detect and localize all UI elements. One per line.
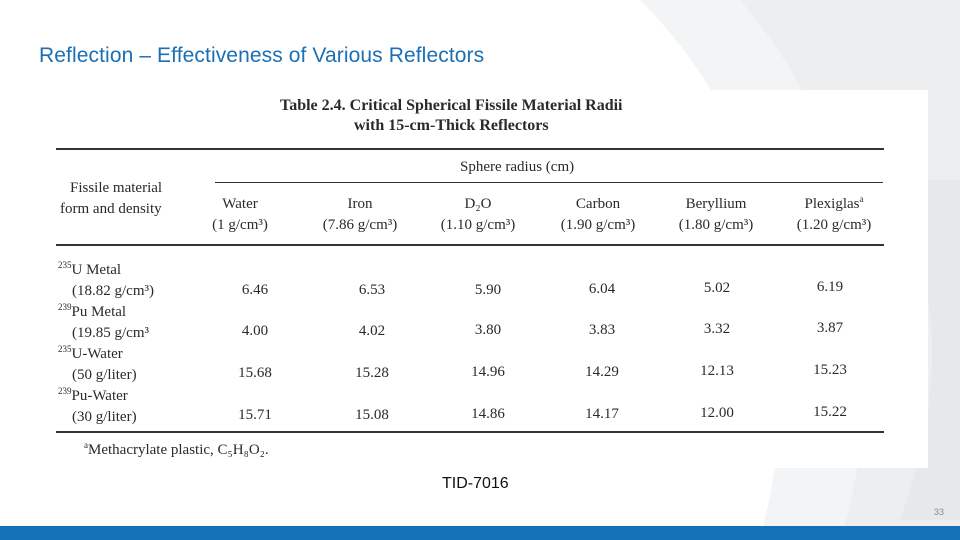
row-label-u-water: 235U-Water (50 g/liter) [58,344,137,386]
table-cell: 14.29 [585,364,619,380]
row-density: (30 g/liter) [72,409,137,425]
table-scan: Table 2.4. Critical Spherical Fissile Ma… [50,90,928,468]
col-density: (1.20 g/cm³) [796,217,872,233]
col-header-plexiglas: Plexiglasa (1.20 g/cm³) [774,194,894,236]
table-cell: 5.90 [474,282,502,298]
table-cell: 12.13 [700,363,734,379]
row-label-pu-water: 239Pu-Water (30 g/liter) [58,386,137,428]
span-header: Sphere radius (cm) [460,159,575,175]
col-density: (1.90 g/cm³) [560,217,636,233]
row-name: Pu-Water [71,388,128,404]
header-bottom-rule [56,244,884,246]
col-density: (1 g/cm³) [212,217,268,233]
row-header-2: form and density [60,201,162,217]
row-name: U Metal [71,262,122,278]
table-cell: 4.02 [358,323,386,339]
slide-title: Reflection – Effectiveness of Various Re… [39,44,485,67]
row-density: (50 g/liter) [72,367,137,383]
row-name-line: 239Pu-Water [58,386,137,407]
table-cell: 14.96 [471,364,505,380]
table-cell: 12.00 [700,405,734,421]
isotope: 235 [58,260,72,270]
header-span-rule [215,182,883,183]
col-name: Plexiglasa [774,194,894,215]
row-density: (19.85 g/cm³ [72,325,149,341]
page-number: 33 [933,507,944,517]
table-cell: 15.08 [355,407,389,423]
table-cell: 6.53 [358,282,386,298]
row-name-line: 235U-Water [58,344,137,365]
col-name-text: Plexiglas [804,196,860,212]
row-density: (18.82 g/cm³) [72,283,154,299]
source-label: TID-7016 [442,475,509,492]
top-rule [56,148,884,150]
row-header-1: Fissile material [70,180,163,196]
table-cell: 5.02 [703,280,731,296]
col-header-iron: Iron (7.86 g/cm³) [300,194,420,236]
col-density: (1.80 g/cm³) [678,217,754,233]
table-cell: 3.87 [816,320,844,336]
table-cell: 3.32 [703,321,731,337]
table-cell: 14.17 [585,406,619,422]
row-name: U-Water [71,346,123,362]
table-cell: 15.71 [238,407,272,423]
col-header-water: Water (1 g/cm³) [180,194,300,236]
footnote-marker: a [84,440,88,450]
table-cell: 15.23 [813,362,847,378]
isotope: 239 [58,386,72,396]
table-cell: 4.00 [241,323,269,339]
col-name: Carbon [575,196,621,212]
table-cell: 3.83 [588,322,616,338]
table-cell: 14.86 [471,406,505,422]
table-cell: 6.46 [241,282,269,298]
table-cell: 3.80 [474,322,502,338]
col-name: D₂O [464,196,492,212]
table-cell: 15.68 [238,365,272,381]
col-density: (1.10 g/cm³) [440,217,516,233]
row-name-line: 239Pu Metal [58,302,149,323]
caption-line-1: Table 2.4. Critical Spherical Fissile Ma… [280,97,623,114]
table-caption: Table 2.4. Critical Spherical Fissile Ma… [280,96,623,136]
table-cell: 15.22 [813,404,847,420]
bottom-rule [56,431,884,433]
table-cell: 6.19 [816,279,844,295]
col-density: (7.86 g/cm³) [322,217,398,233]
col-header-d2o: D₂O (1.10 g/cm³) [418,194,538,236]
row-label-u-metal: 235U Metal (18.82 g/cm³) [58,260,154,302]
table-cell: 15.28 [355,365,389,381]
row-name-line: 235U Metal [58,260,154,281]
col-name: Iron [347,196,373,212]
footer-bar [0,526,960,540]
isotope: 239 [58,302,72,312]
col-header-carbon: Carbon (1.90 g/cm³) [538,194,658,236]
row-name: Pu Metal [71,304,127,320]
footnote-text: Methacrylate plastic, C₅H₈O₂. [88,442,269,458]
caption-line-2: with 15-cm-Thick Reflectors [354,117,549,134]
footnote-marker: a [859,194,864,204]
col-name: Beryllium [685,196,747,212]
row-label-pu-metal: 239Pu Metal (19.85 g/cm³ [58,302,149,344]
table-footnote: aMethacrylate plastic, C₅H₈O₂. [84,440,269,459]
col-name: Water [222,196,258,212]
table-cell: 6.04 [588,281,616,297]
col-header-beryllium: Beryllium (1.80 g/cm³) [656,194,776,236]
isotope: 235 [58,344,72,354]
